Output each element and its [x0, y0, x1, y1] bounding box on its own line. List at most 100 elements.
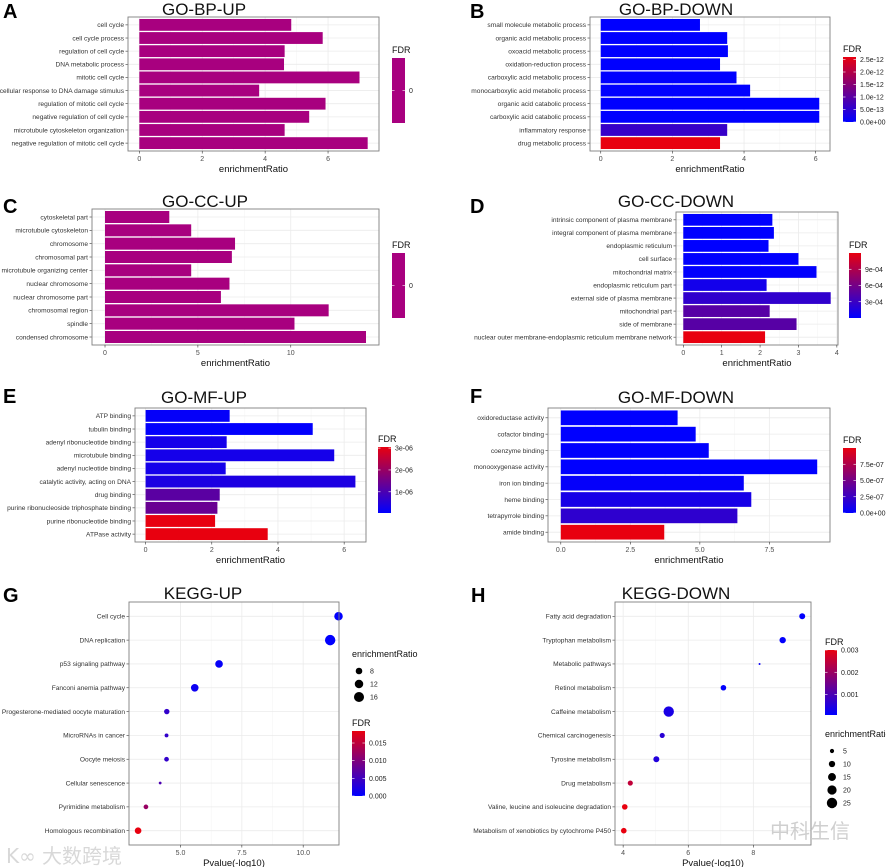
y-tick-label: chromosomal region: [28, 308, 88, 315]
color-legend-label: 3e-04: [865, 299, 883, 306]
y-tick-label: side of membrane: [619, 321, 672, 328]
color-legend-bar: [392, 253, 405, 318]
bar: [139, 84, 260, 97]
y-tick-label: Fanconi anemia pathway: [52, 685, 126, 692]
color-legend-label: 7.5e-07: [860, 462, 884, 469]
y-tick-label: regulation of mitotic cell cycle: [38, 101, 124, 108]
color-legend-label: 2.5e-12: [860, 57, 884, 64]
y-tick-label: cell cycle: [97, 22, 124, 29]
bar: [139, 124, 285, 136]
color-legend-label: 0.015: [369, 741, 387, 748]
x-tick-label: 0: [681, 350, 685, 357]
data-point: [324, 634, 336, 646]
x-tick-label: 2: [210, 547, 214, 554]
y-tick-label: iron ion binding: [499, 480, 544, 487]
y-tick-label: Metabolism of xenobiotics by cytochrome …: [473, 828, 611, 835]
bar: [139, 71, 360, 84]
x-axis-title: Pvalue(-log10): [682, 858, 744, 867]
y-tick-label: mitochondrial part: [620, 308, 673, 315]
y-tick-label: monocarboxylic acid metabolic process: [471, 88, 586, 95]
color-legend-label: 1.0e-12: [860, 95, 884, 102]
panel-d: D GO-CC-DOWN intrinsic component of plasma…: [470, 192, 883, 369]
plot-background: [615, 602, 811, 845]
data-point: [134, 827, 142, 835]
color-legend-label: 0.000: [369, 794, 387, 801]
color-legend-label: 0.005: [369, 776, 387, 783]
y-tick-label: microtubule organizing center: [2, 268, 89, 275]
panel-letter: C: [3, 196, 17, 218]
color-legend-label: 2.5e-07: [860, 494, 884, 501]
color-legend-label: 0.001: [841, 692, 859, 699]
color-legend-bar: [849, 253, 861, 318]
y-tick-label: cytoskeletal part: [40, 214, 88, 221]
y-tick-label: p53 signaling pathway: [60, 661, 126, 668]
panel-letter: H: [471, 585, 485, 607]
y-tick-label: chromosomal part: [35, 254, 88, 261]
x-tick-label: 4: [621, 850, 625, 857]
bar: [683, 305, 770, 317]
watermark-right: 中科生信: [770, 819, 850, 843]
data-point: [720, 684, 727, 691]
panel-c: C GO-CC-UP cytoskeletal part microtubule cy…: [2, 192, 414, 369]
bar: [600, 58, 721, 71]
x-tick-label: 3: [797, 350, 801, 357]
bar: [600, 71, 737, 84]
y-tick-label: inflammatory response: [519, 127, 586, 134]
y-tick-label: nuclear outer membrane-endoplasmic retic…: [474, 334, 673, 341]
panel-title: KEGG-DOWN: [622, 584, 731, 603]
bar: [560, 492, 752, 507]
y-tick-label: chromosome: [50, 241, 88, 248]
panel-letter: F: [470, 386, 482, 408]
bar: [560, 508, 738, 524]
y-tick-label: cellular response to DNA damage stimulus: [0, 88, 125, 95]
bar: [139, 137, 368, 150]
size-legend-dot: [829, 748, 835, 754]
data-point: [164, 708, 170, 715]
y-tick-label: nuclear chromosome: [26, 281, 88, 288]
x-axis-title: enrichmentRatio: [675, 164, 744, 175]
x-tick-label: 0: [103, 350, 107, 357]
panel-title: GO-BP-UP: [162, 0, 246, 19]
data-point: [659, 732, 665, 738]
panel-f: F GO-MF-DOWN oxidoreductase activity cofact…: [470, 386, 886, 566]
bar: [105, 251, 232, 263]
x-tick-label: 6: [326, 156, 330, 163]
y-tick-label: Cellular senescence: [66, 780, 126, 787]
color-legend-label: 5.0e-07: [860, 478, 884, 485]
color-legend-bar: [352, 731, 365, 796]
bar: [105, 331, 366, 343]
y-tick-label: drug binding: [95, 492, 132, 499]
y-tick-label: adenyl ribonucleotide binding: [46, 439, 132, 446]
x-tick-label: 7.5: [765, 547, 775, 554]
color-legend-title: FDR: [352, 718, 371, 728]
bar: [105, 304, 329, 317]
bar: [139, 45, 285, 58]
x-tick-label: 6: [342, 547, 346, 554]
x-axis-title: enrichmentRatio: [216, 555, 285, 566]
bar: [105, 277, 230, 290]
x-tick-label: 7.5: [237, 850, 247, 857]
bar: [105, 211, 170, 223]
y-tick-label: amide binding: [503, 529, 544, 536]
x-tick-label: 10: [287, 350, 295, 357]
bar: [145, 515, 216, 527]
x-axis-title: enrichmentRatio: [219, 164, 288, 175]
x-tick-label: 8: [751, 850, 755, 857]
bar: [105, 317, 295, 330]
bar: [145, 423, 313, 435]
y-tick-label: condensed chromosome: [16, 334, 89, 341]
bar: [139, 18, 292, 31]
y-tick-label: Tyrosine metabolism: [551, 757, 612, 764]
bar: [560, 475, 744, 491]
size-legend-label: 20: [843, 788, 851, 795]
color-legend-label: 2e-06: [395, 467, 413, 474]
color-legend-label: 1e-06: [395, 489, 413, 496]
y-tick-label: oxidation-reduction process: [505, 62, 586, 69]
y-tick-label: ATPase activity: [86, 531, 132, 538]
size-legend-label: 8: [370, 669, 374, 676]
y-tick-label: Drug metabolism: [561, 780, 611, 787]
size-legend-label: 5: [843, 749, 847, 756]
panel-title: GO-MF-UP: [161, 388, 247, 407]
data-point: [158, 781, 162, 785]
size-legend-title: enrichmentRatio: [825, 729, 886, 739]
